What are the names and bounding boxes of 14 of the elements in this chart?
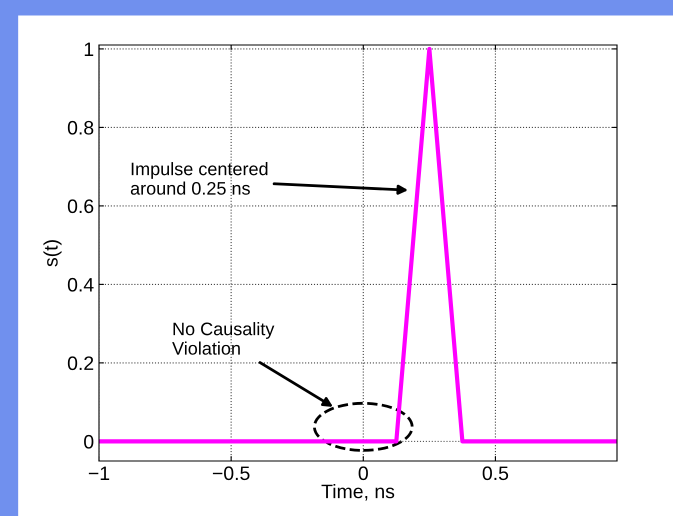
y-tick-label: 0 <box>84 434 94 449</box>
x-tick-label: 0 <box>358 466 368 480</box>
y-tick-label: 0.6 <box>68 199 94 214</box>
annotation: No Causality Violation <box>172 322 274 355</box>
y-tick-label: 1 <box>84 42 94 56</box>
y-tick-label: 0.2 <box>68 356 94 370</box>
x-axis-title: Time, ns <box>322 484 394 501</box>
y-tick-label: 0.8 <box>68 120 94 135</box>
y-axis-title: s(t) <box>43 240 62 266</box>
x-tick-label: −1 <box>88 466 110 480</box>
x-tick-label: 0.5 <box>482 466 508 480</box>
annotation: Impulse centered around 0.25 ns <box>130 162 268 195</box>
x-tick-label: −0.5 <box>212 466 250 480</box>
y-tick-label: 0.4 <box>68 278 94 292</box>
